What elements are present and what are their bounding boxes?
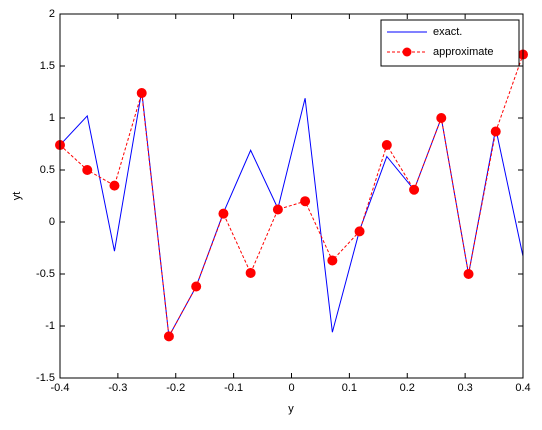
series-line [59, 54, 524, 339]
series-line [59, 90, 524, 339]
x-tick-label: 0 [288, 382, 294, 394]
point-marker [245, 267, 256, 278]
legend-label: exact. [433, 26, 462, 38]
x-tick-label: 0.4 [515, 382, 530, 394]
y-tick-label: 0.5 [40, 164, 55, 176]
x-tick-label: -0.2 [166, 382, 185, 394]
y-tick-label: -1.5 [36, 372, 55, 384]
plot-frame [59, 13, 524, 379]
x-tick-label: -0.1 [224, 382, 243, 394]
point-marker [327, 255, 338, 266]
point-marker [136, 88, 147, 99]
legend-box [380, 19, 520, 67]
point-marker [463, 269, 474, 279]
point-marker [218, 208, 229, 219]
x-tick-label: -0.3 [108, 382, 127, 394]
legend-label: approximate [433, 46, 494, 58]
legend-marker [402, 47, 412, 57]
point-marker [82, 165, 93, 175]
point-marker [272, 204, 283, 215]
point-marker [163, 331, 174, 342]
point-marker [354, 226, 365, 237]
y-axis-label: yt [11, 192, 23, 201]
point-marker [191, 281, 202, 292]
point-marker [300, 196, 311, 207]
x-tick-label: 0.3 [457, 382, 472, 394]
y-tick-label: 2 [49, 8, 55, 20]
x-tick-label: -0.4 [51, 382, 70, 394]
y-tick-label: 0 [49, 216, 55, 228]
x-tick-label: 0.1 [342, 382, 357, 394]
y-tick-label: 1.5 [40, 60, 55, 72]
x-axis-label: y [288, 403, 294, 415]
y-tick-label: 1 [49, 112, 55, 124]
point-marker [381, 140, 392, 151]
y-tick-label: -0.5 [36, 268, 55, 280]
x-tick-label: 0.2 [400, 382, 415, 394]
y-tick-label: -1 [45, 320, 55, 332]
point-marker [109, 180, 120, 191]
point-marker [490, 126, 501, 137]
point-marker [409, 184, 420, 195]
point-marker [436, 113, 447, 123]
